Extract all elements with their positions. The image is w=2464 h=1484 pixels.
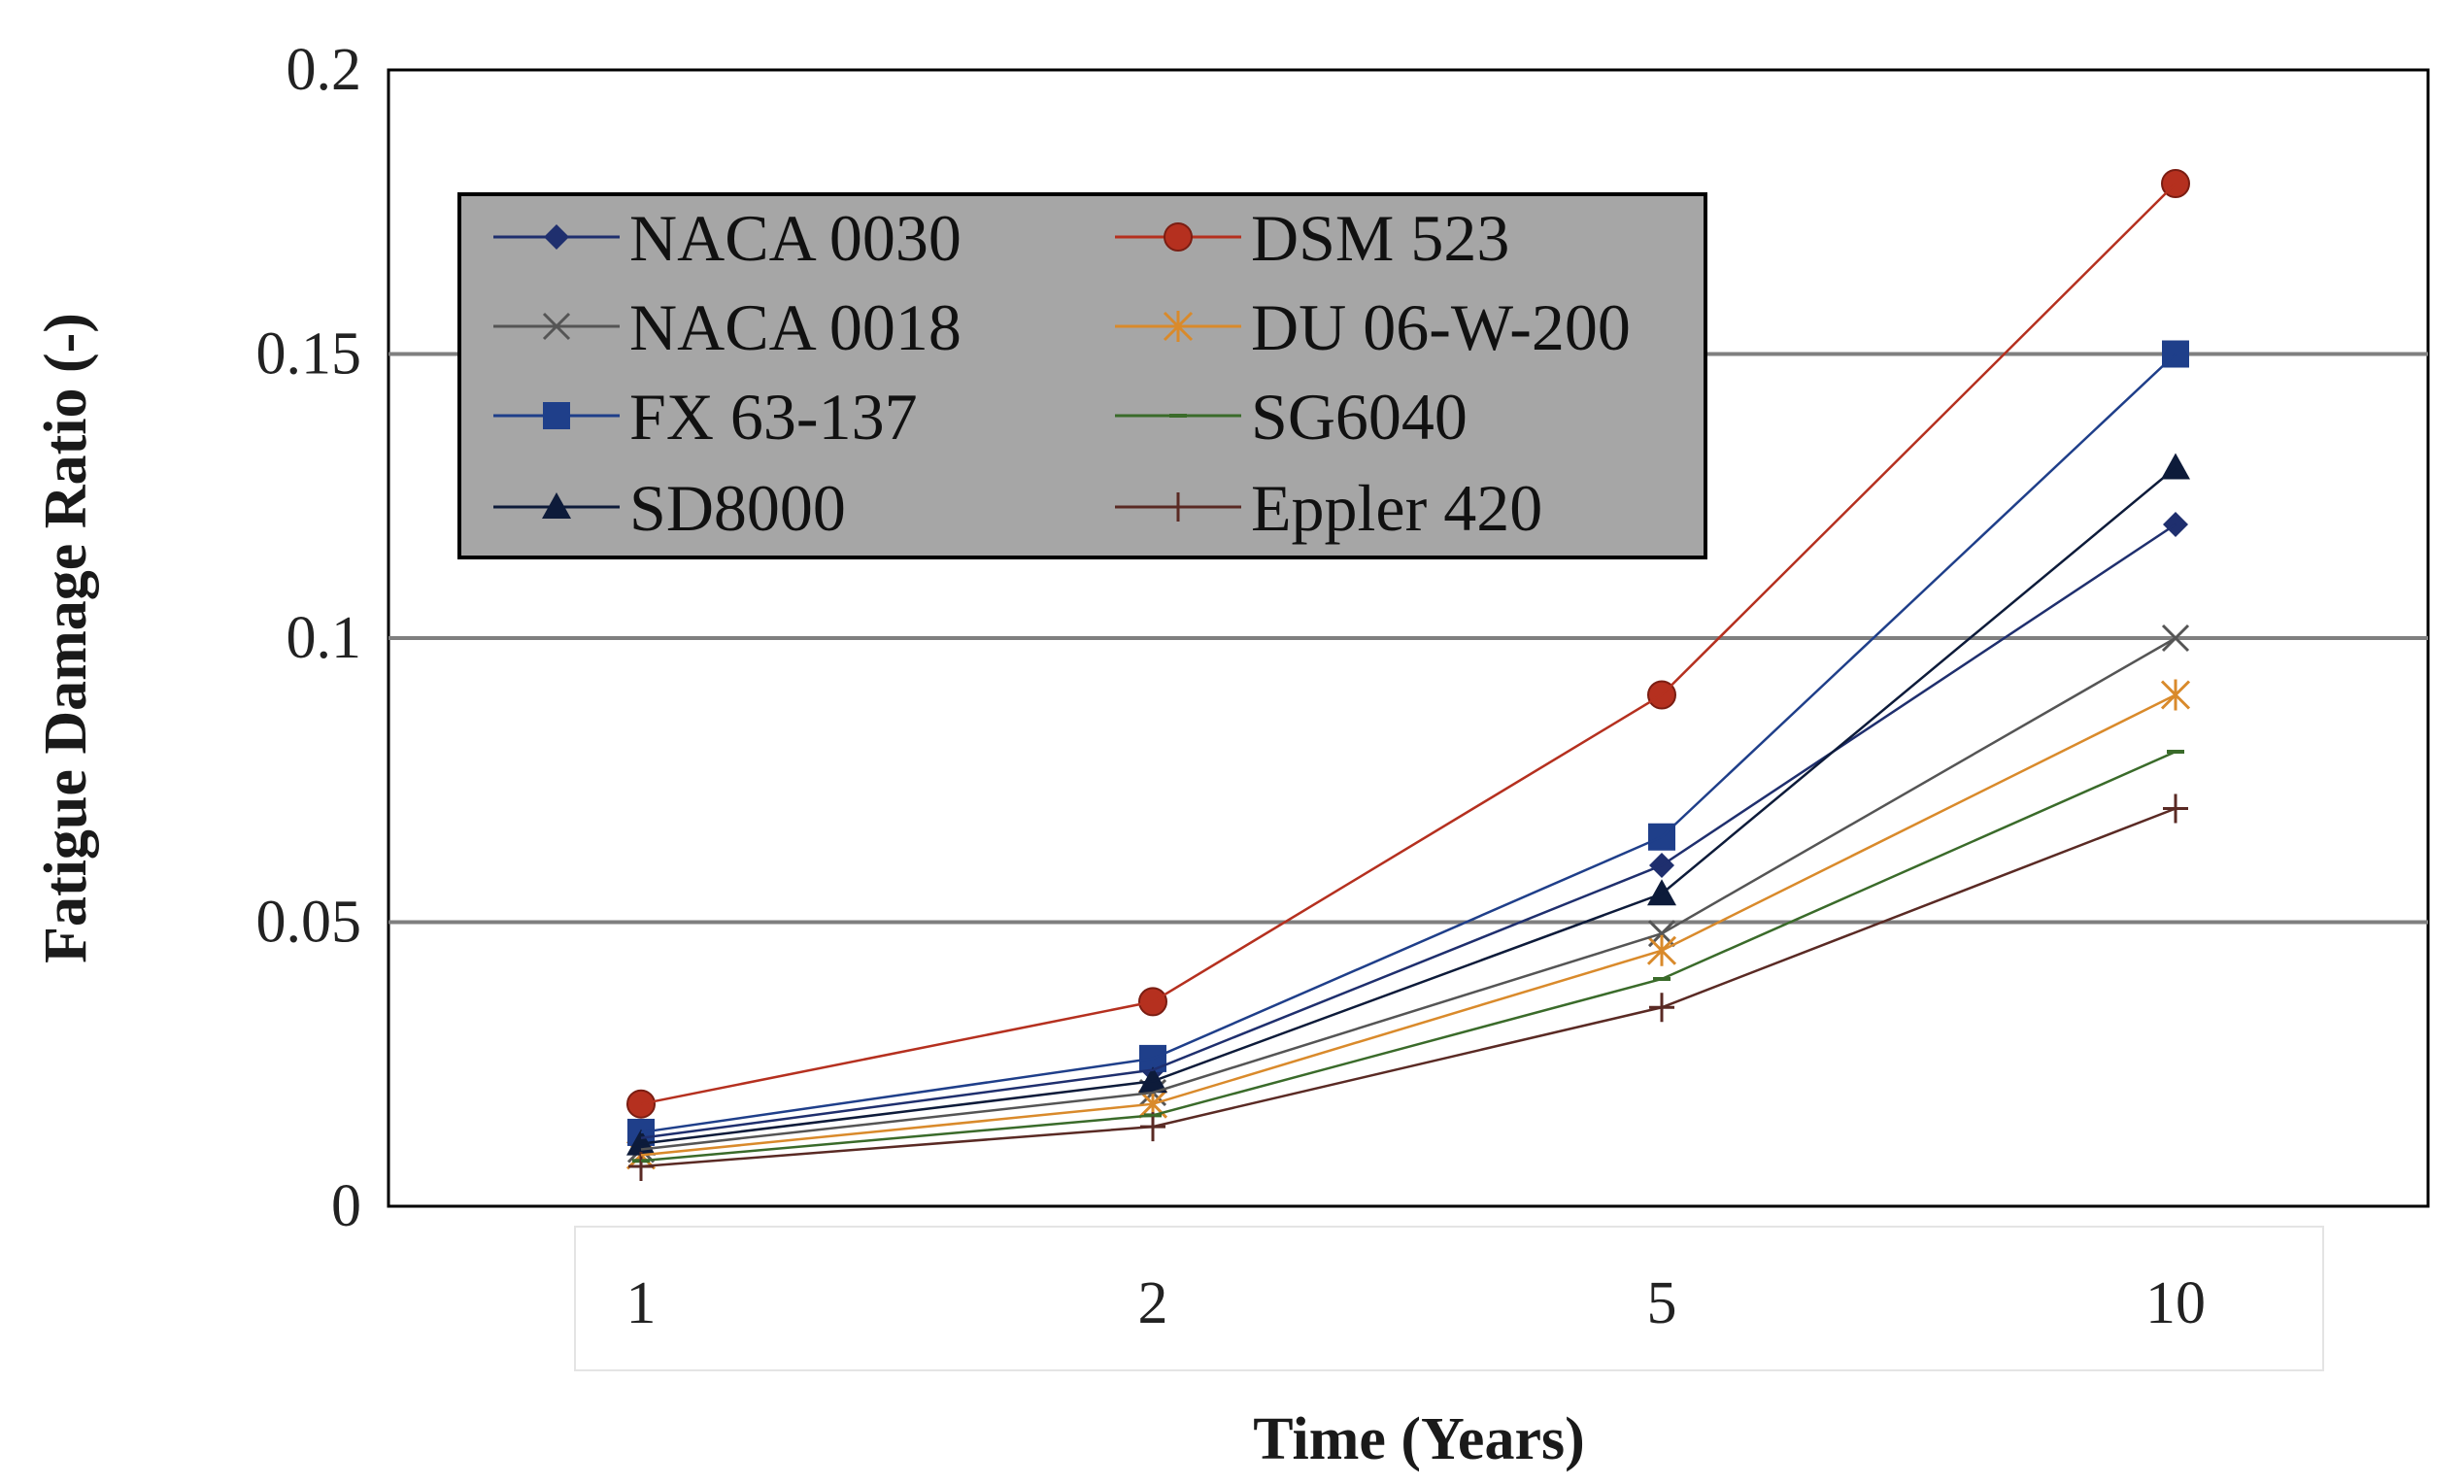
x-tick-label: 2 xyxy=(1138,1270,1168,1336)
legend-entries: NACA 0030 DSM 523 NACA 0018 DU 06-W-200 FX 6… xyxy=(493,201,1631,545)
series-line-naca-0018 xyxy=(640,636,2177,1151)
series-line-eppler-420 xyxy=(640,807,2177,1168)
legend-entry-sd8000: SD8000 xyxy=(493,471,846,545)
legend-box xyxy=(457,192,1707,559)
series-line-du-06-w-200 xyxy=(640,693,2177,1157)
series-line-sd8000 xyxy=(640,466,2177,1145)
legend-marker xyxy=(542,492,571,519)
x-axis-title: Time (Years) xyxy=(1253,1406,1584,1472)
y-axis-title: Fatigue Damage Ratio (-) xyxy=(33,313,99,963)
legend-marker xyxy=(1164,222,1193,252)
y-tick-labels: 0 0.05 0.1 0.15 0.2 xyxy=(256,37,362,1239)
y-tick-label: 0.05 xyxy=(256,890,362,956)
legend-marker xyxy=(544,224,569,250)
series-lines xyxy=(625,169,2191,1182)
x-axis-label-band xyxy=(574,1226,2324,1371)
x-tick-label: 5 xyxy=(1647,1270,1677,1336)
y-tick-label: 0 xyxy=(331,1173,361,1239)
legend-label: SG6040 xyxy=(1251,380,1468,454)
legend-label: FX 63-137 xyxy=(629,380,918,454)
y-tick-label: 0.1 xyxy=(287,605,362,671)
x-tick-label: 10 xyxy=(2145,1270,2206,1336)
legend-marker xyxy=(543,402,570,429)
series-line-fx-63-137 xyxy=(640,353,2177,1134)
legend-entry-naca-0018: NACA 0018 xyxy=(493,290,962,364)
series-line-sg6040 xyxy=(640,750,2177,1163)
x-tick-label: 1 xyxy=(626,1270,657,1336)
legend-entry-eppler-420: Eppler 420 xyxy=(1115,471,1542,545)
legend-label: Eppler 420 xyxy=(1251,471,1542,545)
legend: NACA 0030 DSM 523 NACA 0018 DU 06-W-200 FX 6… xyxy=(457,192,1707,559)
legend-marker xyxy=(1165,492,1191,522)
legend-marker xyxy=(542,312,571,341)
legend-entry-sg6040: SG6040 xyxy=(1115,380,1468,454)
legend-entry-naca-0030: NACA 0030 xyxy=(493,201,962,275)
series-line-dsm-523 xyxy=(640,183,2177,1105)
y-tick-label: 0.15 xyxy=(256,321,362,388)
legend-marker xyxy=(1163,311,1194,342)
legend-label: NACA 0018 xyxy=(629,290,962,364)
legend-label: DU 06-W-200 xyxy=(1251,290,1631,364)
series-line-naca-0030 xyxy=(640,523,2177,1140)
legend-label: SD8000 xyxy=(629,471,846,545)
legend-entry-fx-63-137: FX 63-137 xyxy=(493,380,918,454)
x-tick-labels: 1 2 5 10 xyxy=(626,1270,2207,1336)
legend-label: NACA 0030 xyxy=(629,201,962,275)
legend-label: DSM 523 xyxy=(1251,201,1509,275)
legend-entry-dsm-523: DSM 523 xyxy=(1115,201,1509,275)
legend-entry-du-06-w-200: DU 06-W-200 xyxy=(1115,290,1631,364)
data-point-sd8000 xyxy=(1138,1066,1167,1094)
y-tick-label: 0.2 xyxy=(287,37,362,103)
